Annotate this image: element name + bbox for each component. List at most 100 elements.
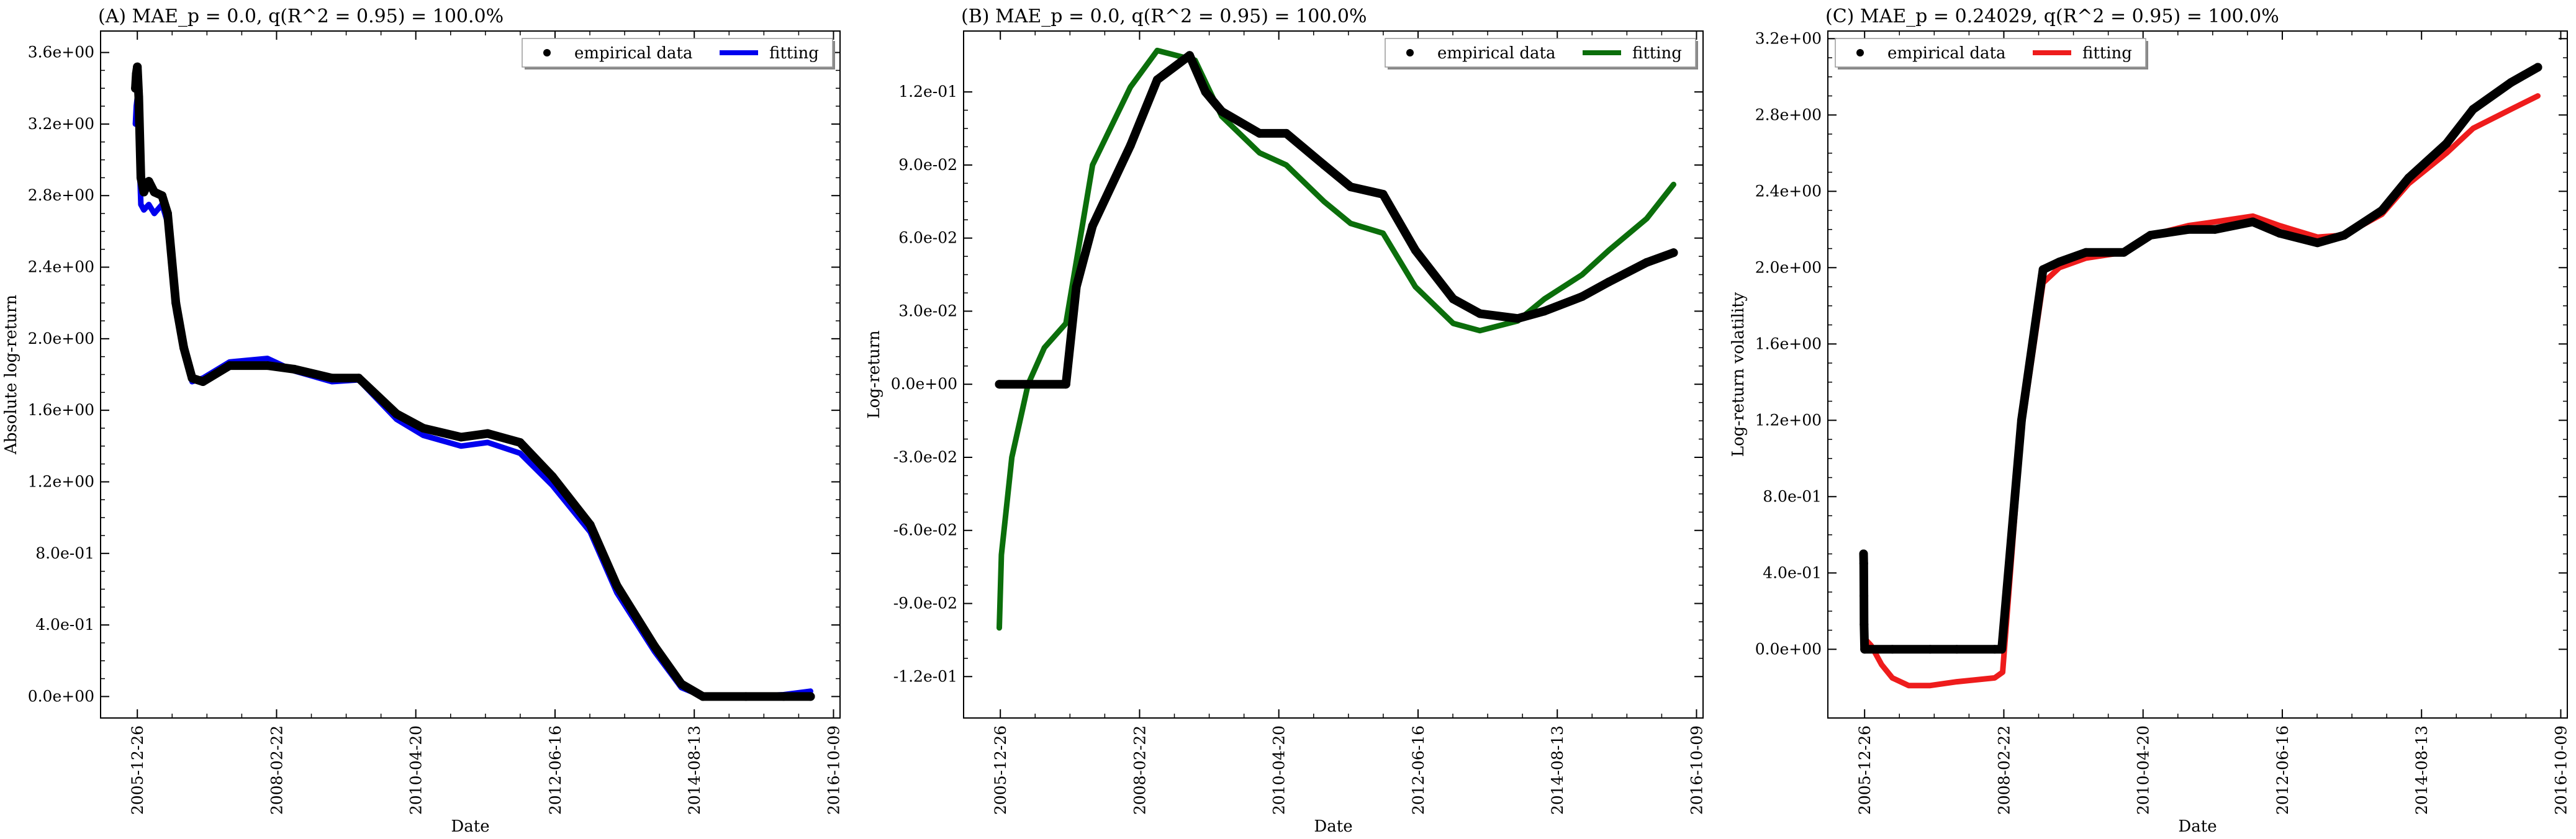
empirical-point — [548, 472, 557, 481]
empirical-point — [2119, 248, 2128, 257]
empirical-point — [1346, 182, 1355, 192]
y-tick-label: -3.0e-02 — [893, 448, 957, 466]
empirical-point — [1378, 190, 1388, 199]
empirical-point — [677, 680, 686, 689]
legend: empirical data fitting — [1385, 38, 1698, 70]
empirical-point — [585, 520, 595, 529]
legend-fitting-label: fitting — [2082, 44, 2132, 63]
legend-empirical-label: empirical data — [574, 44, 692, 63]
empirical-point — [698, 692, 708, 701]
empirical-point — [779, 692, 789, 701]
empirical-point — [515, 438, 525, 447]
y-tick-label: 1.2e+00 — [28, 472, 94, 490]
y-tick-label: 1.6e+00 — [1755, 334, 1822, 352]
y-tick-label: 8.0e-01 — [35, 544, 94, 562]
y-tick-label: 2.8e+00 — [28, 186, 94, 204]
x-tick-label: 2005-12-26 — [129, 725, 147, 815]
empirical-point — [1669, 248, 1678, 258]
y-axis-label: Log-return volatility — [1729, 292, 1748, 457]
empirical-point — [188, 374, 197, 383]
empirical-point — [2017, 416, 2026, 425]
empirical-point — [2210, 225, 2220, 234]
empirical-point — [392, 409, 401, 418]
empirical-point — [163, 209, 172, 218]
empirical-point — [289, 364, 299, 374]
series-empirical-line — [995, 51, 1678, 389]
empirical-point — [456, 433, 466, 442]
empirical-point — [741, 692, 751, 701]
empirical-point — [1860, 620, 1869, 629]
empirical-point — [144, 177, 153, 186]
empirical-point — [2146, 231, 2155, 240]
empirical-point — [2469, 105, 2478, 114]
y-tick-label: 1.6e+00 — [28, 401, 94, 419]
empirical-point — [650, 642, 659, 651]
x-tick-label: 2012-06-16 — [2274, 725, 2292, 815]
plot-frame — [963, 30, 1704, 719]
series-empirical-line — [131, 62, 815, 701]
legend-empirical-marker — [543, 49, 551, 56]
y-tick-label: 1.2e+00 — [1755, 411, 1822, 429]
empirical-point — [1217, 107, 1226, 116]
chart-title: (C) MAE_p = 0.24029, q(R^2 = 0.95) = 100… — [1825, 6, 2279, 27]
x-tick-label: 2005-12-26 — [992, 725, 1010, 815]
series-empirical-line — [1859, 63, 2542, 654]
y-tick-label: 2.4e+00 — [1755, 182, 1822, 200]
empirical-point — [1990, 645, 1999, 654]
y-tick-label: 2.0e+00 — [28, 330, 94, 348]
x-tick-label: 2016-10-09 — [2552, 725, 2570, 815]
y-tick-label: 0.0e+00 — [1755, 640, 1822, 658]
empirical-point — [2184, 225, 2193, 234]
plot-area — [1859, 63, 2542, 689]
y-tick-label: 8.0e-01 — [1763, 487, 1822, 505]
y-axis-label: Log-return — [865, 330, 884, 419]
empirical-point — [1925, 645, 1935, 654]
plot-area — [131, 62, 815, 701]
x-tick-label: 2012-06-16 — [1409, 725, 1427, 815]
empirical-point — [1072, 282, 1081, 292]
empirical-point — [1860, 591, 1869, 601]
empirical-point — [1540, 307, 1549, 316]
empirical-point — [1201, 87, 1210, 97]
x-tick-label: 2008-02-22 — [268, 725, 286, 815]
x-tick-label: 2014-08-13 — [2413, 725, 2431, 815]
empirical-point — [1023, 380, 1033, 389]
y-tick-label: 3.2e+00 — [28, 115, 94, 133]
empirical-point — [1475, 309, 1485, 318]
empirical-point — [1126, 141, 1135, 150]
legend-fitting-label: fitting — [769, 44, 819, 63]
x-tick-label: 2005-12-26 — [1856, 725, 1874, 815]
chart-panel-b: (B) MAE_p = 0.0, q(R^2 = 0.95) = 100.0% -… — [865, 6, 1706, 836]
empirical-point — [2339, 231, 2349, 240]
x-tick-label: 2016-10-09 — [1688, 725, 1706, 815]
legend-empirical-marker — [1856, 49, 1864, 56]
y-axis-label: Absolute log-return — [2, 295, 20, 455]
empirical-point — [1859, 559, 1868, 568]
empirical-point — [1061, 380, 1070, 389]
x-axis-label: Date — [2178, 817, 2217, 836]
x-axis-label: Date — [451, 817, 489, 836]
empirical-point — [133, 62, 142, 71]
x-tick-label: 2014-08-13 — [685, 725, 703, 815]
legend-box — [1835, 38, 2146, 68]
y-tick-label: 3.6e+00 — [28, 43, 94, 61]
x-tick-label: 2010-04-20 — [2135, 725, 2153, 815]
empirical-point — [418, 424, 428, 433]
y-tick-label: 6.0e-02 — [898, 229, 957, 247]
empirical-point — [1859, 549, 1868, 559]
empirical-point — [1255, 128, 1264, 138]
empirical-point — [1448, 294, 1458, 303]
legend-fitting-label: fitting — [1632, 44, 1682, 63]
legend-box — [1385, 38, 1696, 68]
empirical-point — [2054, 258, 2064, 267]
empirical-point — [2248, 217, 2257, 227]
empirical-point — [1281, 128, 1291, 138]
empirical-point — [327, 374, 337, 383]
empirical-point — [354, 374, 363, 383]
empirical-point — [1642, 258, 1652, 267]
empirical-point — [225, 361, 234, 370]
empirical-point — [2404, 173, 2413, 182]
empirical-point — [2313, 238, 2322, 248]
empirical-point — [150, 187, 159, 197]
empirical-point — [2038, 265, 2048, 274]
